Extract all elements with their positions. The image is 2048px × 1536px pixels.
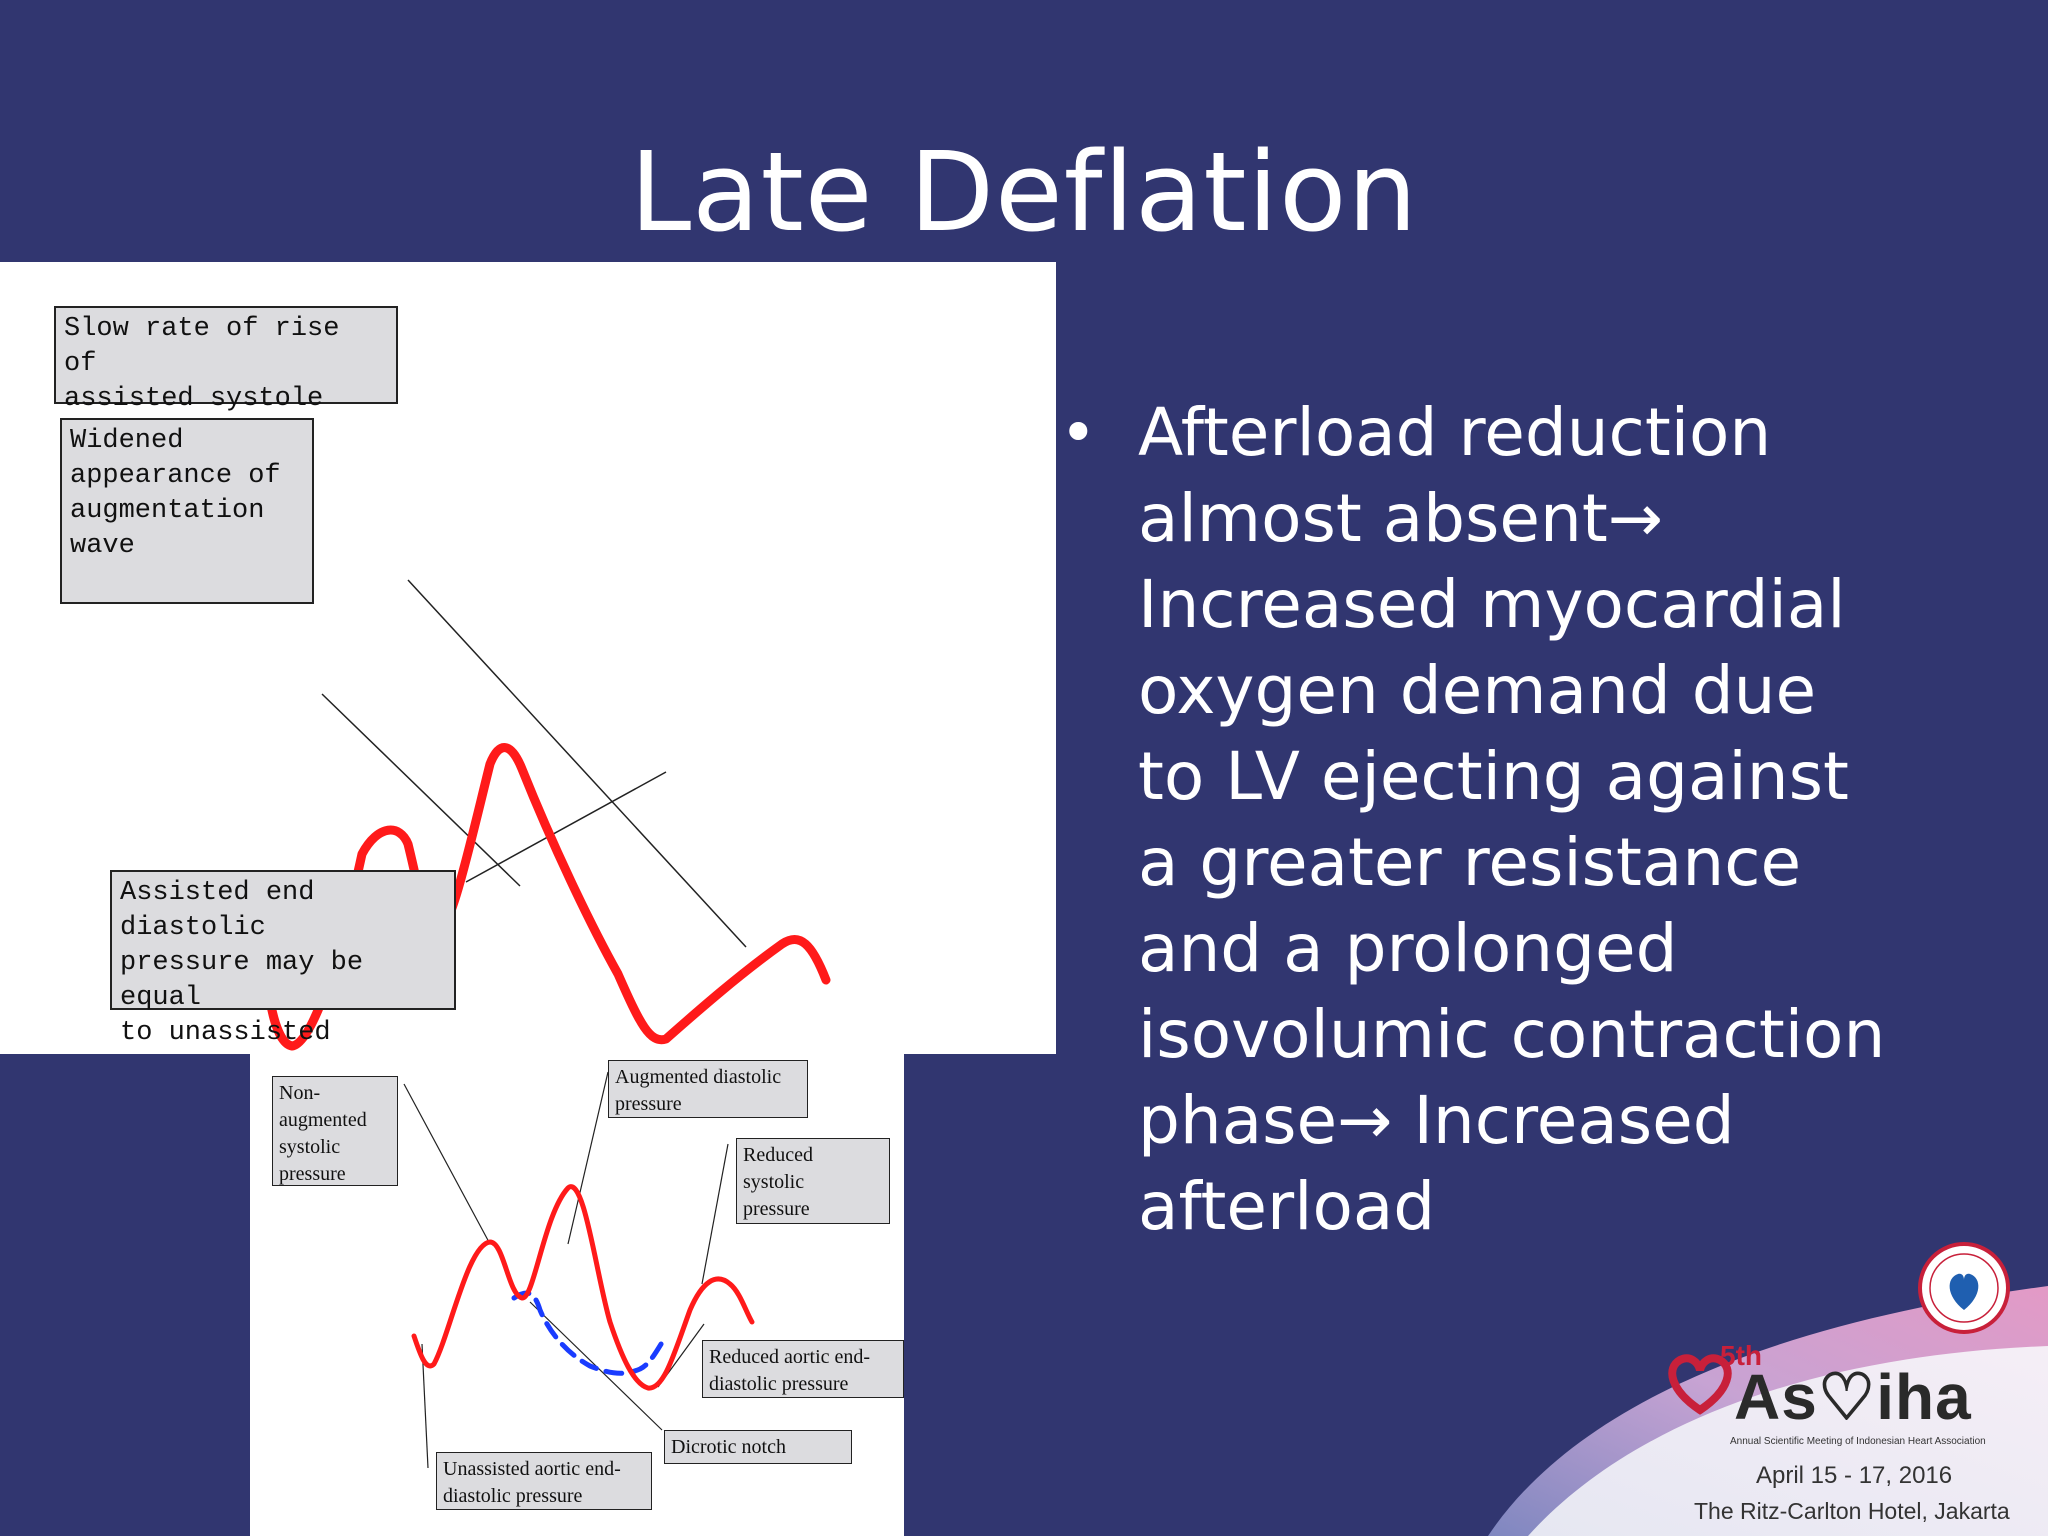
late-deflation-waveform-diagram: Slow rate of rise of assisted systole Wi…	[0, 262, 1056, 1054]
leader-non-augmented	[403, 1083, 491, 1245]
logo-subtitle: Annual Scientific Meeting of Indonesian …	[1730, 1436, 1986, 1447]
event-date: April 15 - 17, 2016	[1756, 1462, 1953, 1489]
logo-wordmark: As♡iha	[1734, 1361, 1972, 1433]
callout-end-diastolic: Assisted end diastolic pressure may be e…	[110, 870, 456, 1048]
association-emblem-icon	[1918, 1242, 2010, 1334]
leader-reduced-systolic	[701, 1143, 729, 1285]
leader-line-end-diastolic	[465, 771, 667, 883]
heart-logo-icon	[1668, 1354, 1732, 1415]
callout-reduced-aortic: Reduced aortic end- diastolic pressure	[702, 1340, 904, 1398]
callout-unassisted-aortic: Unassisted aortic end- diastolic pressur…	[436, 1452, 652, 1510]
leader-unassisted	[421, 1343, 429, 1469]
callout-widened-augmentation: Widened appearance of augmentation wave	[60, 418, 314, 604]
bullet-marker: •	[1060, 396, 1097, 469]
leader-augmented-diastolic	[567, 1071, 609, 1245]
unassisted-pressure-curve	[511, 1290, 669, 1376]
slide-title: Late Deflation	[629, 128, 1419, 256]
bullet-text: Afterload reduction almost absent→ Incre…	[1138, 394, 1886, 1245]
corner-swoosh-graphic	[1488, 1286, 2048, 1536]
leader-line-slow-rise	[407, 579, 747, 948]
callout-non-augmented-systolic: Non- augmented systolic pressure	[272, 1076, 398, 1186]
callout-slow-rise: Slow rate of rise of assisted systole	[54, 306, 398, 414]
pressure-canvas	[403, 1071, 755, 1469]
callout-reduced-systolic: Reduced systolic pressure	[736, 1138, 890, 1224]
assisted-pressure-curve	[411, 1184, 755, 1391]
callout-augmented-diastolic: Augmented diastolic pressure	[608, 1060, 808, 1118]
callout-dicrotic-notch: Dicrotic notch	[664, 1430, 852, 1464]
logo-superscript: 5th	[1720, 1340, 1762, 1371]
leader-line-widened	[321, 693, 521, 887]
pressure-comparison-diagram: Non- augmented systolic pressure Augment…	[250, 1054, 904, 1536]
asmiha-logo: 5th As♡iha Annual Scientific Meeting of …	[1660, 1340, 2040, 1447]
event-venue: The Ritz-Carlton Hotel, Jakarta	[1694, 1498, 2010, 1524]
